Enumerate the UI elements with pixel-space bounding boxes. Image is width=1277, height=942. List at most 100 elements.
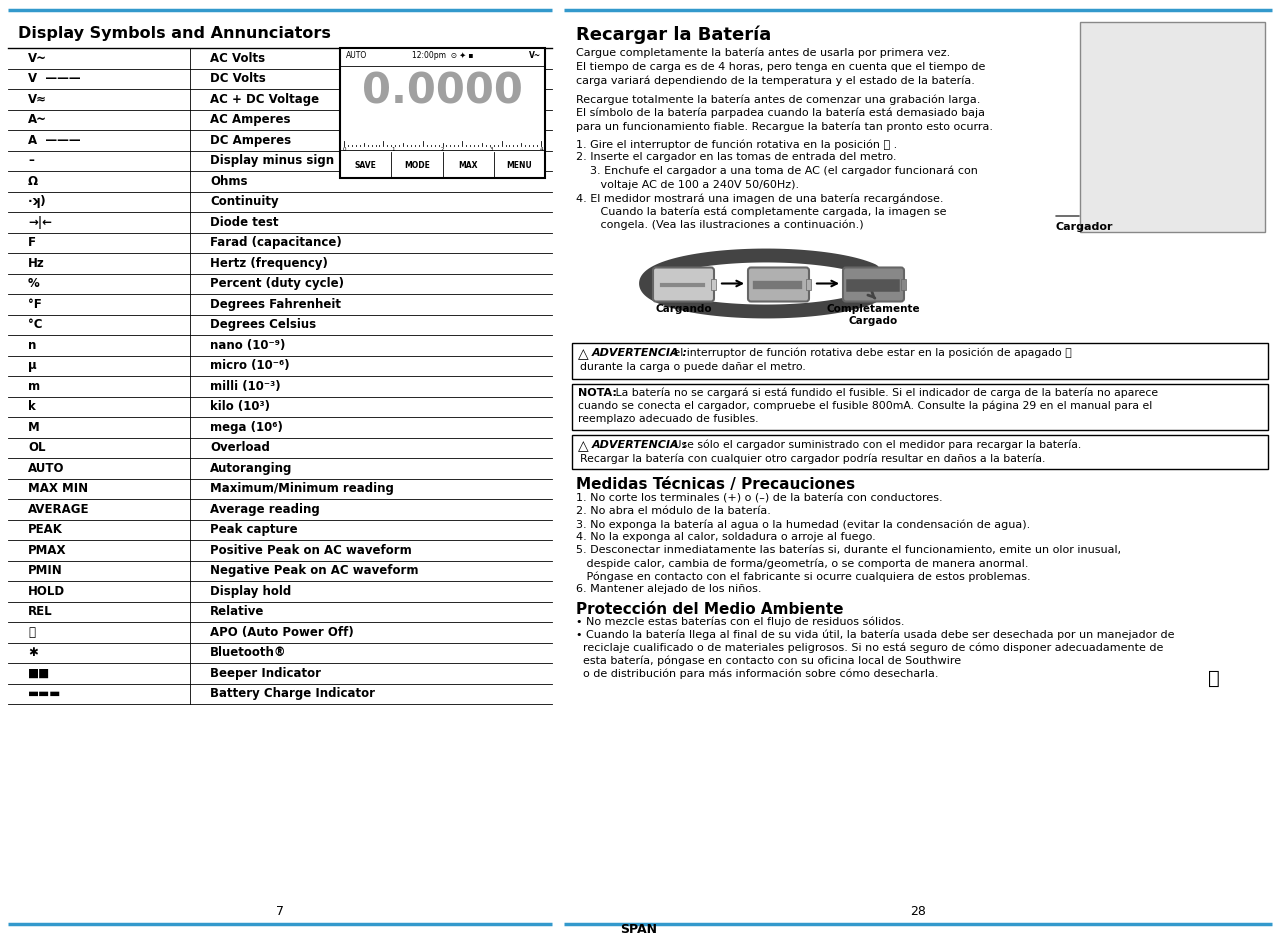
Text: Farad (capacitance): Farad (capacitance) bbox=[209, 236, 342, 250]
Text: Continuity: Continuity bbox=[209, 195, 278, 208]
Text: V≈: V≈ bbox=[28, 92, 47, 106]
Text: A~: A~ bbox=[28, 113, 47, 126]
Text: 28: 28 bbox=[911, 905, 926, 918]
Text: °F: °F bbox=[28, 298, 42, 311]
FancyBboxPatch shape bbox=[748, 268, 810, 301]
Text: Cuando la batería está completamente cargada, la imagen se: Cuando la batería está completamente car… bbox=[590, 206, 946, 217]
Bar bbox=[572, 383, 1268, 430]
Text: Positive Peak on AC waveform: Positive Peak on AC waveform bbox=[209, 544, 411, 557]
Text: reemplazo adecuado de fusibles.: reemplazo adecuado de fusibles. bbox=[578, 414, 759, 424]
Text: 3. Enchufe el cargador a una toma de AC (el cargador funcionará con: 3. Enchufe el cargador a una toma de AC … bbox=[590, 166, 978, 176]
Text: Diode test: Diode test bbox=[209, 216, 278, 229]
Text: Use sólo el cargador suministrado con el medidor para recargar la batería.: Use sólo el cargador suministrado con el… bbox=[670, 440, 1082, 450]
Text: kilo (10³): kilo (10³) bbox=[209, 400, 269, 414]
Text: V~: V~ bbox=[28, 52, 47, 65]
Text: Maximum/Minimum reading: Maximum/Minimum reading bbox=[209, 482, 393, 495]
Text: 4. El medidor mostrará una imagen de una batería recargándose.: 4. El medidor mostrará una imagen de una… bbox=[576, 193, 944, 203]
Text: 1. Gire el interruptor de función rotativa en la posición ⏱ .: 1. Gire el interruptor de función rotati… bbox=[576, 139, 898, 150]
Text: • No mezcle estas baterías con el flujo de residuos sólidos.: • No mezcle estas baterías con el flujo … bbox=[576, 616, 904, 627]
Text: esta batería, póngase en contacto con su oficina local de Southwire: esta batería, póngase en contacto con su… bbox=[576, 656, 962, 666]
Text: AUTO: AUTO bbox=[346, 51, 368, 60]
Text: 4: 4 bbox=[539, 147, 543, 152]
Text: Relative: Relative bbox=[209, 606, 264, 618]
Text: 2. No abra el módulo de la batería.: 2. No abra el módulo de la batería. bbox=[576, 507, 771, 516]
Text: 3. No exponga la batería al agua o la humedad (evitar la condensación de agua).: 3. No exponga la batería al agua o la hu… bbox=[576, 519, 1031, 530]
Text: M: M bbox=[28, 421, 40, 433]
Text: °C: °C bbox=[28, 318, 42, 332]
Text: Recargue totalmente la batería antes de comenzar una grabación larga.: Recargue totalmente la batería antes de … bbox=[576, 94, 981, 105]
Text: Ohms: Ohms bbox=[209, 175, 248, 187]
Text: Peak capture: Peak capture bbox=[209, 523, 298, 536]
Text: voltaje AC de 100 a 240V 50/60Hz).: voltaje AC de 100 a 240V 50/60Hz). bbox=[590, 180, 799, 189]
Text: AUTO: AUTO bbox=[28, 462, 65, 475]
Text: Cargado: Cargado bbox=[849, 316, 898, 326]
Text: ■■: ■■ bbox=[28, 667, 50, 680]
Text: SAVE: SAVE bbox=[355, 160, 377, 170]
Text: Beeper Indicator: Beeper Indicator bbox=[209, 667, 321, 680]
Text: Autoranging: Autoranging bbox=[209, 462, 292, 475]
Text: Display hold: Display hold bbox=[209, 585, 291, 598]
Text: Cargando: Cargando bbox=[655, 304, 711, 315]
Text: ⏱: ⏱ bbox=[28, 625, 34, 639]
Text: Degrees Celsius: Degrees Celsius bbox=[209, 318, 317, 332]
Text: El tiempo de carga es de 4 horas, pero tenga en cuenta que el tiempo de: El tiempo de carga es de 4 horas, pero t… bbox=[576, 61, 986, 72]
Text: Overload: Overload bbox=[209, 441, 269, 454]
Text: Cargador: Cargador bbox=[1055, 222, 1112, 232]
Bar bbox=[902, 279, 905, 290]
Text: o de distribución para más información sobre cómo desecharla.: o de distribución para más información s… bbox=[576, 669, 939, 679]
Text: reciclaje cualificado o de materiales peligrosos. Si no está seguro de cómo disp: reciclaje cualificado o de materiales pe… bbox=[576, 642, 1163, 653]
Text: PEAK: PEAK bbox=[28, 523, 63, 536]
Text: para un funcionamiento fiable. Recargue la batería tan pronto esto ocurra.: para un funcionamiento fiable. Recargue … bbox=[576, 122, 994, 132]
Text: AC + DC Voltage: AC + DC Voltage bbox=[209, 92, 319, 106]
Text: µ: µ bbox=[28, 359, 37, 372]
Text: Recargar la Batería: Recargar la Batería bbox=[576, 26, 771, 44]
Text: carga variará dependiendo de la temperatura y el estado de la batería.: carga variará dependiendo de la temperat… bbox=[576, 75, 974, 86]
Text: DC Volts: DC Volts bbox=[209, 73, 266, 85]
Text: V  ———: V ——— bbox=[28, 73, 80, 85]
Text: 12:00pm  ⊙ ✦ ▪: 12:00pm ⊙ ✦ ▪ bbox=[411, 51, 474, 60]
Text: n: n bbox=[28, 339, 36, 351]
Text: MENU: MENU bbox=[507, 160, 533, 170]
Text: 1. No corte los terminales (+) o (–) de la batería con conductores.: 1. No corte los terminales (+) o (–) de … bbox=[576, 494, 942, 504]
Text: MAX MIN: MAX MIN bbox=[28, 482, 88, 495]
Text: ▬▬▬: ▬▬▬ bbox=[28, 688, 61, 700]
Text: Ω: Ω bbox=[28, 175, 38, 187]
Text: Hz: Hz bbox=[28, 257, 45, 269]
Text: ⛔: ⛔ bbox=[1208, 669, 1220, 688]
Text: PMIN: PMIN bbox=[28, 564, 63, 577]
Text: Display minus sign: Display minus sign bbox=[209, 154, 335, 168]
Text: 6. Mantener alejado de los niños.: 6. Mantener alejado de los niños. bbox=[576, 584, 761, 594]
Text: HOLD: HOLD bbox=[28, 585, 65, 598]
Text: k: k bbox=[28, 400, 36, 414]
Text: REL: REL bbox=[28, 606, 52, 618]
Text: Póngase en contacto con el fabricante si ocurre cualquiera de estos problemas.: Póngase en contacto con el fabricante si… bbox=[576, 572, 1031, 582]
Text: Hertz (frequency): Hertz (frequency) bbox=[209, 257, 328, 269]
Text: La batería no se cargará si está fundido el fusible. Si el indicador de carga de: La batería no se cargará si está fundido… bbox=[612, 387, 1158, 398]
Text: DC Amperes: DC Amperes bbox=[209, 134, 291, 147]
Text: Percent (duty cycle): Percent (duty cycle) bbox=[209, 277, 344, 290]
Text: PMAX: PMAX bbox=[28, 544, 66, 557]
Text: Recargar la batería con cualquier otro cargador podría resultar en daños a la ba: Recargar la batería con cualquier otro c… bbox=[580, 453, 1046, 464]
Text: mega (10⁶): mega (10⁶) bbox=[209, 421, 283, 433]
Text: Bluetooth®: Bluetooth® bbox=[209, 646, 286, 659]
Text: Degrees Fahrenheit: Degrees Fahrenheit bbox=[209, 298, 341, 311]
Text: 4. No la exponga al calor, soldadura o arroje al fuego.: 4. No la exponga al calor, soldadura o a… bbox=[576, 532, 876, 543]
Text: Average reading: Average reading bbox=[209, 503, 319, 516]
Text: –: – bbox=[28, 154, 34, 168]
Text: 0: 0 bbox=[342, 147, 346, 152]
Text: Cargue completamente la batería antes de usarla por primera vez.: Cargue completamente la batería antes de… bbox=[576, 48, 950, 58]
Text: ✱: ✱ bbox=[28, 646, 38, 659]
Text: congela. (Vea las ilustraciones a continuación.): congela. (Vea las ilustraciones a contin… bbox=[590, 220, 863, 231]
Text: AVERAGE: AVERAGE bbox=[28, 503, 89, 516]
Text: m: m bbox=[28, 380, 40, 393]
Text: el interruptor de función rotativa debe estar en la posición de apagado ⏱: el interruptor de función rotativa debe … bbox=[670, 348, 1071, 358]
Bar bbox=[1080, 22, 1266, 232]
Text: AC Amperes: AC Amperes bbox=[209, 113, 290, 126]
Text: ADVERTENCIA :: ADVERTENCIA : bbox=[593, 440, 688, 449]
Bar bbox=[711, 279, 716, 290]
Text: SPAN: SPAN bbox=[621, 923, 656, 936]
Text: cuando se conecta el cargador, compruebe el fusible 800mA. Consulte la página 29: cuando se conecta el cargador, compruebe… bbox=[578, 400, 1152, 411]
Text: △: △ bbox=[578, 348, 589, 362]
Text: despide calor, cambia de forma/geometría, o se comporta de manera anormal.: despide calor, cambia de forma/geometría… bbox=[576, 559, 1028, 569]
Text: durante la carga o puede dañar el metro.: durante la carga o puede dañar el metro. bbox=[580, 362, 806, 371]
